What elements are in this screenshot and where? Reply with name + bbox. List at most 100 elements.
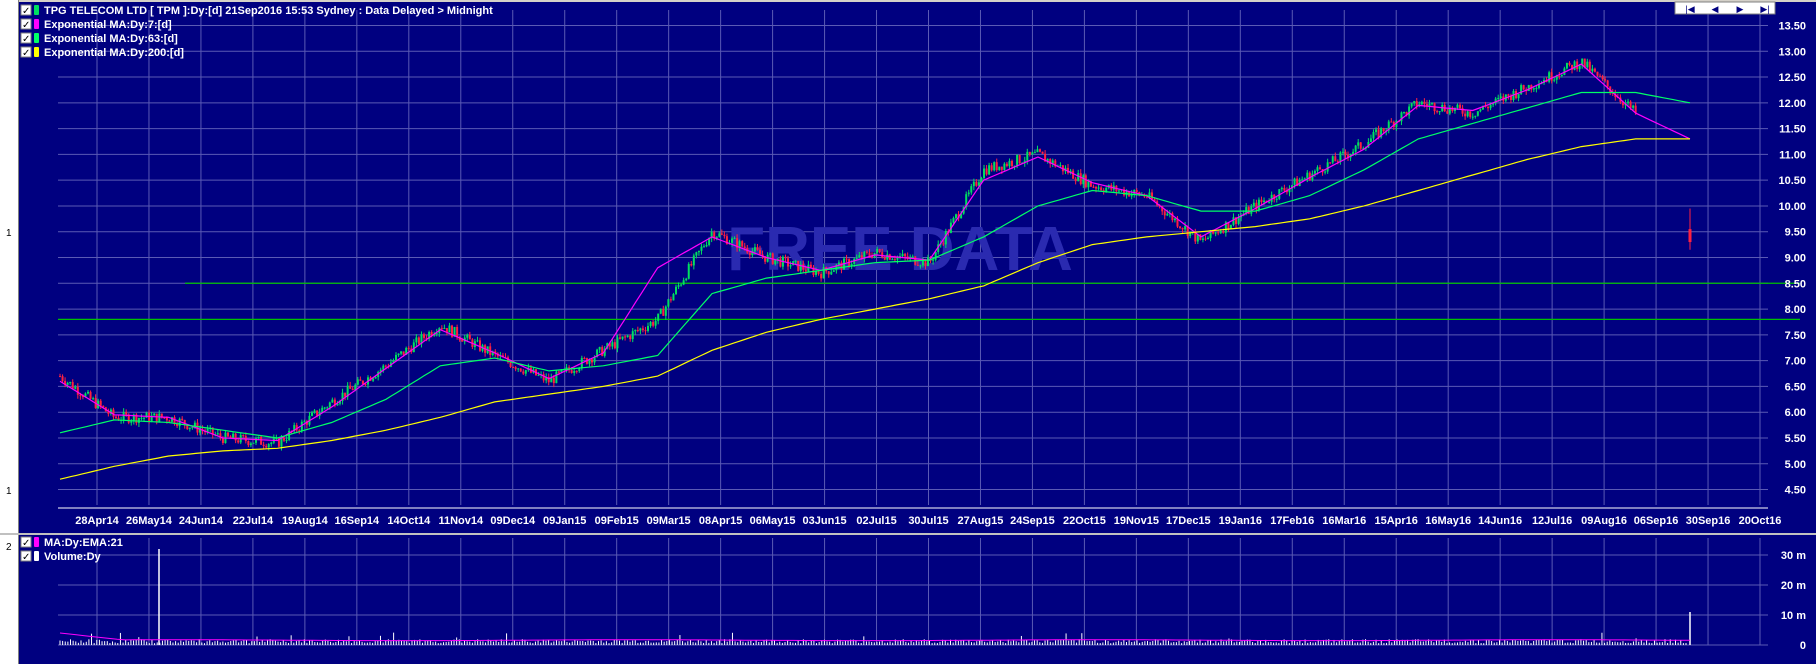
candle-body bbox=[990, 165, 993, 171]
price-tick-label: 5.50 bbox=[1785, 433, 1806, 445]
date-tick-label: 16May16 bbox=[1425, 515, 1471, 527]
candle-body bbox=[453, 326, 456, 337]
date-tick-label: 20Oct16 bbox=[1739, 515, 1782, 527]
candle-body bbox=[1087, 181, 1090, 188]
candle-body bbox=[311, 412, 314, 416]
candle-body bbox=[59, 376, 61, 378]
candle-body bbox=[1326, 162, 1329, 172]
candle-body bbox=[893, 259, 896, 261]
candle-body bbox=[117, 417, 120, 421]
candle-body bbox=[815, 271, 818, 275]
candle-body bbox=[1184, 226, 1187, 230]
candle-body bbox=[295, 425, 298, 431]
price-tick-label: 12.50 bbox=[1778, 72, 1806, 84]
nav-button[interactable]: |◀ bbox=[1685, 4, 1694, 14]
volume-ema-line bbox=[59, 632, 1690, 642]
candle-body bbox=[871, 255, 874, 258]
candle-body bbox=[1375, 129, 1378, 133]
candle-body bbox=[937, 244, 940, 253]
candle-body bbox=[965, 194, 968, 208]
candle-body bbox=[163, 417, 166, 419]
candle-body bbox=[1026, 151, 1029, 161]
candle-body bbox=[980, 178, 983, 183]
candle-body bbox=[883, 257, 886, 260]
price-tick-label: 7.50 bbox=[1785, 330, 1806, 342]
candle-body bbox=[1352, 151, 1355, 155]
candle-body bbox=[1257, 199, 1260, 210]
candle-body bbox=[234, 433, 237, 441]
candle-body bbox=[1331, 156, 1334, 163]
candle-body bbox=[764, 256, 767, 262]
legend-top-item-label: Exponential MA:Dy:7:[d] bbox=[44, 19, 172, 31]
candle-body bbox=[196, 422, 199, 433]
date-tick-label: 16Mar16 bbox=[1322, 515, 1366, 527]
candle-body bbox=[685, 278, 688, 281]
candle-body bbox=[412, 342, 415, 353]
pane-splitter[interactable] bbox=[0, 533, 1816, 535]
candle-body bbox=[1303, 178, 1306, 180]
candle-body bbox=[1285, 190, 1288, 193]
candle-body bbox=[718, 233, 721, 237]
candle-body bbox=[797, 260, 800, 272]
candle-body bbox=[74, 387, 77, 389]
candle-body bbox=[466, 334, 469, 338]
candle-body bbox=[1268, 201, 1271, 203]
candle-body bbox=[542, 374, 545, 381]
candle-body bbox=[1632, 105, 1635, 108]
candle-body bbox=[1288, 188, 1291, 193]
legend-top-item-check-icon: ✓ bbox=[22, 6, 30, 17]
candle-body bbox=[1176, 218, 1179, 227]
candle-body bbox=[509, 362, 512, 367]
candle-body bbox=[1135, 190, 1138, 193]
candle-body bbox=[591, 359, 594, 363]
candle-body bbox=[354, 384, 357, 391]
candle-body bbox=[832, 270, 835, 272]
candle-body bbox=[1448, 107, 1451, 114]
legend-bottom-item-label: MA:Dy:EMA:21 bbox=[44, 537, 123, 549]
candle-body bbox=[407, 347, 410, 349]
candle-body bbox=[1548, 72, 1551, 82]
legend-top: ✓ TPG TELECOM LTD [ TPM ]:Dy:[d] 21Sep201… bbox=[20, 4, 493, 59]
candle-body bbox=[636, 329, 639, 331]
candle-body bbox=[448, 325, 451, 333]
date-tick-label: 22Oct15 bbox=[1063, 515, 1106, 527]
candle-body bbox=[349, 385, 352, 389]
candle-body bbox=[1507, 94, 1510, 96]
candle-body bbox=[552, 377, 555, 384]
candle-body bbox=[855, 257, 858, 259]
candle-body bbox=[779, 258, 782, 267]
candle-body bbox=[227, 432, 230, 437]
date-tick-label: 30Jul15 bbox=[908, 515, 948, 527]
legend-top-item-color-swatch bbox=[34, 5, 39, 15]
nav-button[interactable]: ◀ bbox=[1712, 4, 1719, 14]
candle-body bbox=[1329, 162, 1332, 164]
candle-body bbox=[283, 437, 286, 441]
candle-body bbox=[545, 377, 548, 381]
candle-body bbox=[1469, 111, 1472, 117]
candle-body bbox=[840, 262, 843, 270]
date-tick-label: 06Sep16 bbox=[1634, 515, 1679, 527]
candle-body bbox=[359, 379, 362, 381]
candle-body bbox=[468, 334, 471, 340]
price-tick-label: 12.00 bbox=[1778, 98, 1806, 110]
candle-body bbox=[1031, 152, 1034, 155]
candle-body bbox=[1431, 103, 1434, 105]
candle-body bbox=[1214, 232, 1217, 234]
candle-body bbox=[1196, 234, 1199, 242]
candle-body bbox=[960, 213, 963, 219]
candle-body bbox=[1173, 218, 1176, 221]
candle-body bbox=[76, 387, 79, 395]
legend-top-item-label: Exponential MA:Dy:63:[d] bbox=[44, 33, 178, 45]
scroll-nav[interactable]: |◀ ◀ ▶ ▶| bbox=[1674, 1, 1776, 15]
candle-body bbox=[881, 252, 884, 258]
candle-body bbox=[547, 377, 550, 383]
candle-body bbox=[975, 181, 978, 186]
candle-body bbox=[715, 236, 718, 239]
nav-button[interactable]: ▶ bbox=[1737, 4, 1744, 14]
candle-body bbox=[61, 376, 64, 381]
candle-body bbox=[1413, 101, 1416, 104]
candle-body bbox=[71, 382, 74, 389]
nav-button[interactable]: ▶| bbox=[1760, 4, 1769, 14]
candle-body bbox=[255, 438, 258, 443]
